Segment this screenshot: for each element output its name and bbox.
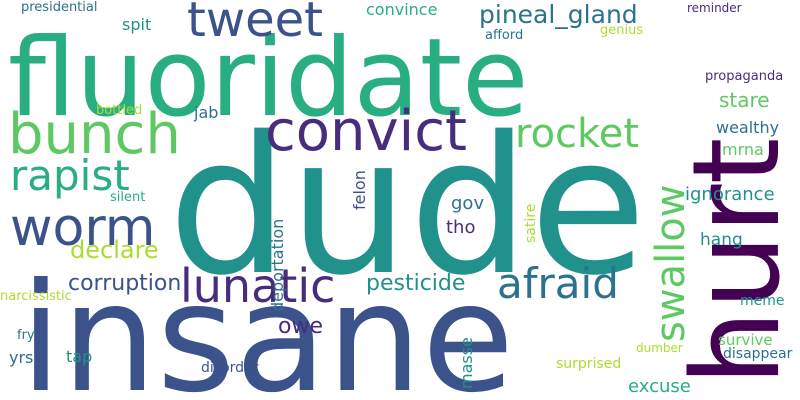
word-yrs: yrs [9, 348, 33, 367]
word-disorder: disorder [201, 360, 259, 376]
word-rocket: rocket [515, 111, 639, 157]
word-spit: spit [122, 15, 151, 34]
word-propaganda: propaganda [705, 69, 783, 84]
word-hang: hang [700, 230, 743, 250]
word-felon: felon [350, 170, 369, 210]
word-survive: survive [718, 331, 773, 349]
word-declare: declare [70, 236, 159, 264]
word-wealthy: wealthy [716, 118, 779, 137]
word-fry: fry [17, 328, 35, 343]
word-deportation: deportation [268, 219, 287, 312]
word-convince: convince [366, 0, 437, 19]
word-tap: tap [66, 347, 92, 366]
word-genius: genius [600, 23, 643, 38]
word-jab: jab [193, 103, 218, 122]
word-gov: gov [451, 193, 484, 214]
word-dude: dude [168, 96, 647, 317]
word-reminder: reminder [687, 1, 742, 15]
word-worm: worm [10, 198, 155, 258]
word-excuse: excuse [628, 376, 691, 397]
word-silent: silent [110, 190, 145, 205]
word-ignorance: ignorance [685, 184, 775, 205]
word-owe: owe [278, 314, 323, 339]
word-swallow: swallow [648, 185, 694, 342]
word-surprised: surprised [556, 356, 621, 372]
word-bunch: bunch [8, 102, 181, 167]
word-insane: insane [20, 252, 514, 400]
word-meme: meme [740, 293, 785, 309]
word-rapist: rapist [10, 151, 130, 200]
word-bottled: bottled [96, 103, 142, 118]
word-hurt: hurt [668, 138, 800, 387]
word-tho: tho [446, 217, 475, 238]
word-narcissistic: narcissistic [0, 289, 72, 304]
word-presidential: presidential [21, 0, 97, 15]
word-disappear: disappear [723, 346, 793, 362]
word-fluoridate: fluoridate [8, 16, 529, 141]
word-pineal-gland: pineal_gland [479, 0, 638, 29]
word-masse: masse [457, 337, 476, 389]
word-corruption: corruption [68, 271, 181, 296]
word-afford: afford [485, 28, 523, 43]
word-convict: convict [265, 99, 467, 164]
word-satire: satire [523, 204, 539, 243]
word-lunatic: lunatic [180, 259, 335, 313]
word-dumber: dumber [636, 341, 683, 355]
word-tweet: tweet [187, 0, 323, 48]
word-afraid: afraid [497, 259, 619, 308]
word-pesticide: pesticide [366, 271, 465, 296]
word-mrna: mrna [722, 140, 764, 159]
word-stare: stare [719, 88, 770, 112]
